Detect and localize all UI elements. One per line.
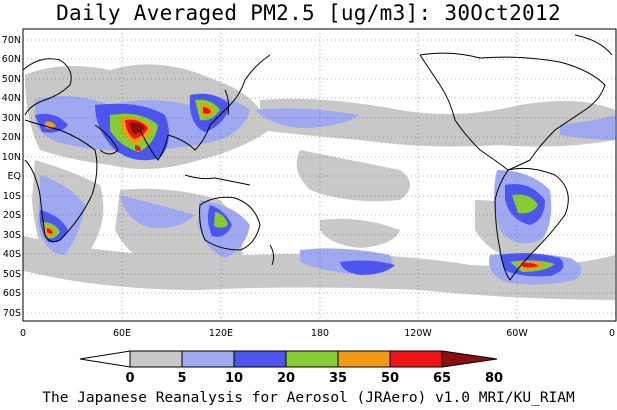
colorbar-swatch xyxy=(233,350,287,368)
lat-label: EQ xyxy=(8,171,21,182)
graticule xyxy=(23,29,616,321)
lat-label: 30N xyxy=(2,113,21,124)
colorbar-swatch xyxy=(389,350,443,368)
lat-label: 10N xyxy=(2,152,21,163)
latitude-labels: 70N 60N 50N 40N 30N 20N 10N EQ 10S 20S 3… xyxy=(2,35,21,319)
lon-label: 180 xyxy=(311,328,329,339)
lat-label: 50S xyxy=(3,269,21,280)
colorbar-swatch xyxy=(337,350,391,368)
lat-label: 40S xyxy=(3,249,21,260)
lon-label: 120W xyxy=(404,328,432,339)
colorbar-swatch xyxy=(181,350,235,368)
map-frame xyxy=(22,28,617,322)
map-plot-area xyxy=(23,29,616,321)
colorbar-swatch xyxy=(79,350,131,368)
lat-label: 70N xyxy=(2,35,21,46)
colorbar-label: 0 xyxy=(125,371,134,386)
lat-label: 20S xyxy=(3,210,21,221)
lon-label: 0 xyxy=(609,328,615,339)
lat-label: 60N xyxy=(2,54,21,65)
lat-label: 30S xyxy=(3,230,21,241)
coastlines xyxy=(23,34,613,281)
colorbar-label: 10 xyxy=(225,371,243,386)
longitude-labels: 0 60E 120E 180 120W 60W 0 xyxy=(20,328,615,339)
lon-label: 60E xyxy=(113,328,131,339)
colorbar-swatch xyxy=(441,350,498,368)
level-80-plus-areas xyxy=(130,122,145,134)
colorbar-label: 20 xyxy=(277,371,295,386)
colorbar-swatch xyxy=(285,350,339,368)
colorbar-label: 50 xyxy=(381,371,399,386)
colorbar-label: 65 xyxy=(433,371,451,386)
map-title: Daily Averaged PM2.5 [ug/m3]: 30Oct2012 xyxy=(56,1,561,25)
colorbar-labels: 0 5 10 20 35 50 65 80 xyxy=(125,371,503,386)
lat-label: 60S xyxy=(3,288,21,299)
lat-label: 10S xyxy=(3,191,21,202)
lat-label: 70S xyxy=(3,308,21,319)
lon-label: 0 xyxy=(20,328,26,339)
lat-label: 20N xyxy=(2,132,21,143)
lat-label: 50N xyxy=(2,74,21,85)
colorbar-swatch xyxy=(129,350,183,368)
lat-label: 40N xyxy=(2,93,21,104)
colorbar-boxes xyxy=(79,350,498,368)
colorbar-label: 5 xyxy=(177,371,186,386)
colorbar: 0 5 10 20 35 50 65 80 xyxy=(79,350,503,386)
credit-line: The Japanese Reanalysis for Aerosol (JRA… xyxy=(42,390,575,406)
colorbar-label: 80 xyxy=(485,371,503,386)
lon-label: 60W xyxy=(506,328,528,339)
colorbar-label: 35 xyxy=(329,371,347,386)
lon-label: 120E xyxy=(209,328,233,339)
